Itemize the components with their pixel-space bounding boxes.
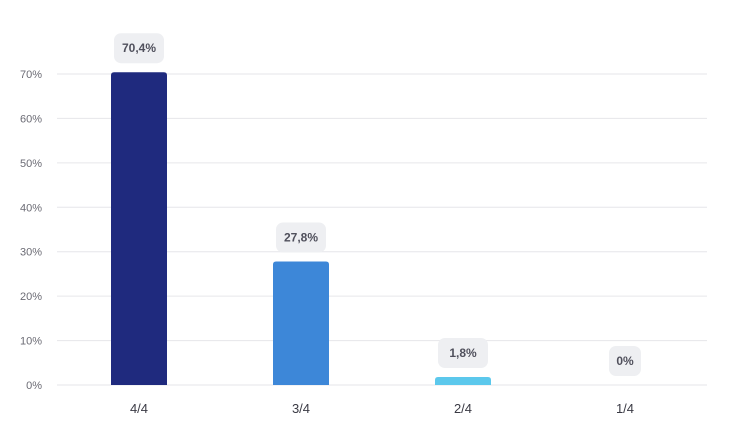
y-tick-label: 20% xyxy=(20,291,42,303)
y-tick-label: 30% xyxy=(20,247,42,259)
x-tick-label: 4/4 xyxy=(130,401,148,416)
x-tick-label: 1/4 xyxy=(616,401,634,416)
bar xyxy=(435,377,491,385)
y-tick-label: 50% xyxy=(20,158,42,170)
y-tick-label: 10% xyxy=(20,336,42,348)
bar xyxy=(273,261,329,385)
y-tick-label: 70% xyxy=(20,69,42,81)
data-label-background xyxy=(609,346,641,376)
y-tick-label: 40% xyxy=(20,202,42,214)
bar xyxy=(111,72,167,386)
data-label: 1,8% xyxy=(449,346,477,360)
x-tick-label: 2/4 xyxy=(454,401,472,416)
data-label-background xyxy=(438,338,488,369)
y-tick-label: 0% xyxy=(26,380,42,392)
data-label: 27,8% xyxy=(284,230,318,244)
data-label-background xyxy=(276,222,326,253)
data-label-background xyxy=(114,33,164,64)
x-tick-label: 3/4 xyxy=(292,401,310,416)
y-tick-label: 60% xyxy=(20,113,42,125)
data-label: 0% xyxy=(616,354,634,368)
data-label: 70,4% xyxy=(122,41,156,55)
